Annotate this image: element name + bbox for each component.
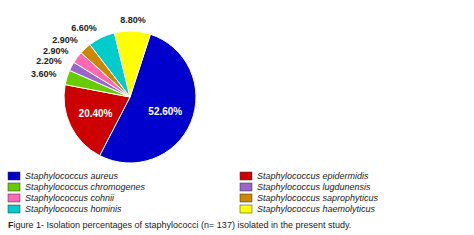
legend-swatch: [240, 194, 252, 202]
data-label: 8.80%: [120, 15, 146, 25]
legend-label: Staphylococcus saprophyticus: [257, 193, 379, 203]
legend-label: Staphylococcus lugdunensis: [257, 182, 371, 192]
data-label: 6.60%: [71, 23, 97, 33]
legend-label: Staphylococcus epidermidis: [257, 171, 369, 181]
legend-swatch: [240, 205, 252, 213]
legend-swatch: [8, 183, 20, 191]
legend-label: Staphylococcus hominis: [25, 204, 122, 214]
legend-label: Staphylococcus haemolyticus: [257, 204, 376, 214]
data-labels: 52.60%20.40%3.60%2.20%2.90%2.90%6.60%8.8…: [31, 15, 182, 119]
data-label: 20.40%: [79, 108, 113, 119]
legend-swatch: [8, 194, 20, 202]
pie: [64, 31, 196, 163]
data-label: 2.90%: [52, 35, 78, 45]
caption: Figure 1- Isolation percentages of staph…: [8, 220, 351, 230]
legend-swatch: [8, 172, 20, 180]
background: [0, 0, 474, 235]
chart: 52.60%20.40%3.60%2.20%2.90%2.90%6.60%8.8…: [0, 0, 474, 235]
legend-swatch: [240, 183, 252, 191]
pie-slice: [114, 31, 150, 97]
legend-swatch: [8, 205, 20, 213]
legend-label: Staphylococcus aureus: [25, 171, 119, 181]
legend: Staphylococcus aureus Staphylococcus epid…: [8, 171, 379, 214]
data-label: 2.90%: [43, 46, 69, 56]
legend-label: Staphylococcus chromogenes: [25, 182, 146, 192]
data-label: 3.60%: [31, 69, 57, 79]
legend-swatch: [240, 172, 252, 180]
legend-label: Staphylococcus cohnii: [25, 193, 115, 203]
data-label: 2.20%: [36, 56, 62, 66]
data-label: 52.60%: [148, 106, 182, 117]
